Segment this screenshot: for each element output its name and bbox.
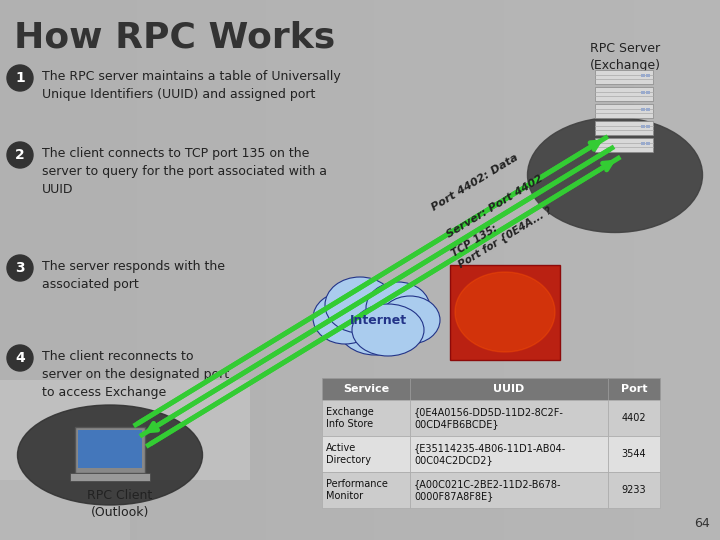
Text: Performance
Monitor: Performance Monitor <box>326 479 388 501</box>
Bar <box>595 138 653 152</box>
Bar <box>410 436 608 472</box>
Bar <box>595 121 653 135</box>
Circle shape <box>7 255 33 281</box>
Text: 64: 64 <box>694 517 710 530</box>
Text: 1: 1 <box>15 71 25 85</box>
Text: The RPC server maintains a table of Universally
Unique Identifiers (UUID) and as: The RPC server maintains a table of Univ… <box>42 70 341 101</box>
Bar <box>595 70 653 84</box>
Text: {E35114235-4B06-11D1-AB04-
00C04C2DCD2}: {E35114235-4B06-11D1-AB04- 00C04C2DCD2} <box>414 443 566 465</box>
Circle shape <box>7 65 33 91</box>
Bar <box>608 378 660 400</box>
Bar <box>322 436 410 472</box>
Bar <box>450 265 560 360</box>
Text: 3544: 3544 <box>621 449 647 459</box>
Ellipse shape <box>380 296 440 344</box>
Text: 9233: 9233 <box>621 485 647 495</box>
Text: {0E4A0156-DD5D-11D2-8C2F-
00CD4FB6BCDE}: {0E4A0156-DD5D-11D2-8C2F- 00CD4FB6BCDE} <box>414 407 564 429</box>
Ellipse shape <box>528 118 703 233</box>
Ellipse shape <box>313 292 377 344</box>
Circle shape <box>7 142 33 168</box>
Ellipse shape <box>17 405 202 505</box>
Text: Active
Directory: Active Directory <box>326 443 371 465</box>
Ellipse shape <box>455 272 555 352</box>
Bar <box>646 74 650 77</box>
Text: The client reconnects to
server on the designated port
to access Exchange: The client reconnects to server on the d… <box>42 350 229 399</box>
Text: Internet: Internet <box>349 314 407 327</box>
Text: Port: Port <box>621 384 647 394</box>
Text: Port 4402: Data: Port 4402: Data <box>430 153 520 213</box>
Bar <box>646 91 650 94</box>
Bar <box>410 472 608 508</box>
Text: How RPC Works: How RPC Works <box>14 21 336 55</box>
Text: {A00C021C-2BE2-11D2-B678-
0000F87A8F8E}: {A00C021C-2BE2-11D2-B678- 0000F87A8F8E} <box>414 479 562 501</box>
Text: The server responds with the
associated port: The server responds with the associated … <box>42 260 225 291</box>
Bar <box>595 87 653 101</box>
Text: 4: 4 <box>15 351 25 365</box>
Bar <box>322 472 410 508</box>
Text: UUID: UUID <box>493 384 525 394</box>
Text: 3: 3 <box>15 261 24 275</box>
Bar <box>608 400 660 436</box>
Text: RPC Server
(Exchange): RPC Server (Exchange) <box>590 42 660 72</box>
Bar <box>646 108 650 111</box>
Bar <box>608 472 660 508</box>
Bar <box>608 436 660 472</box>
Text: RPC Client
(Outlook): RPC Client (Outlook) <box>87 489 153 519</box>
Bar <box>322 400 410 436</box>
Bar <box>410 400 608 436</box>
Ellipse shape <box>337 295 413 355</box>
Bar <box>78 430 142 468</box>
Bar <box>70 473 150 481</box>
Bar <box>641 108 645 111</box>
Bar <box>641 142 645 145</box>
Ellipse shape <box>352 304 424 356</box>
Bar <box>410 378 608 400</box>
Bar <box>641 74 645 77</box>
Text: Server: Port 4402: Server: Port 4402 <box>445 173 545 240</box>
Text: 2: 2 <box>15 148 25 162</box>
Bar <box>322 378 410 400</box>
Bar <box>641 91 645 94</box>
Bar <box>646 125 650 128</box>
Bar <box>0 480 130 540</box>
Text: 4402: 4402 <box>621 413 647 423</box>
Bar <box>75 427 145 473</box>
Text: The client connects to TCP port 135 on the
server to query for the port associat: The client connects to TCP port 135 on t… <box>42 147 327 196</box>
Text: Exchange
Info Store: Exchange Info Store <box>326 407 374 429</box>
Ellipse shape <box>366 282 430 334</box>
Text: Service: Service <box>343 384 389 394</box>
Bar <box>595 104 653 118</box>
Bar <box>0 380 250 480</box>
Bar <box>646 142 650 145</box>
Bar <box>641 125 645 128</box>
Circle shape <box>7 345 33 371</box>
Ellipse shape <box>325 277 395 333</box>
Text: TCP 135:
Port for {0E4A... ?: TCP 135: Port for {0E4A... ? <box>450 194 554 270</box>
